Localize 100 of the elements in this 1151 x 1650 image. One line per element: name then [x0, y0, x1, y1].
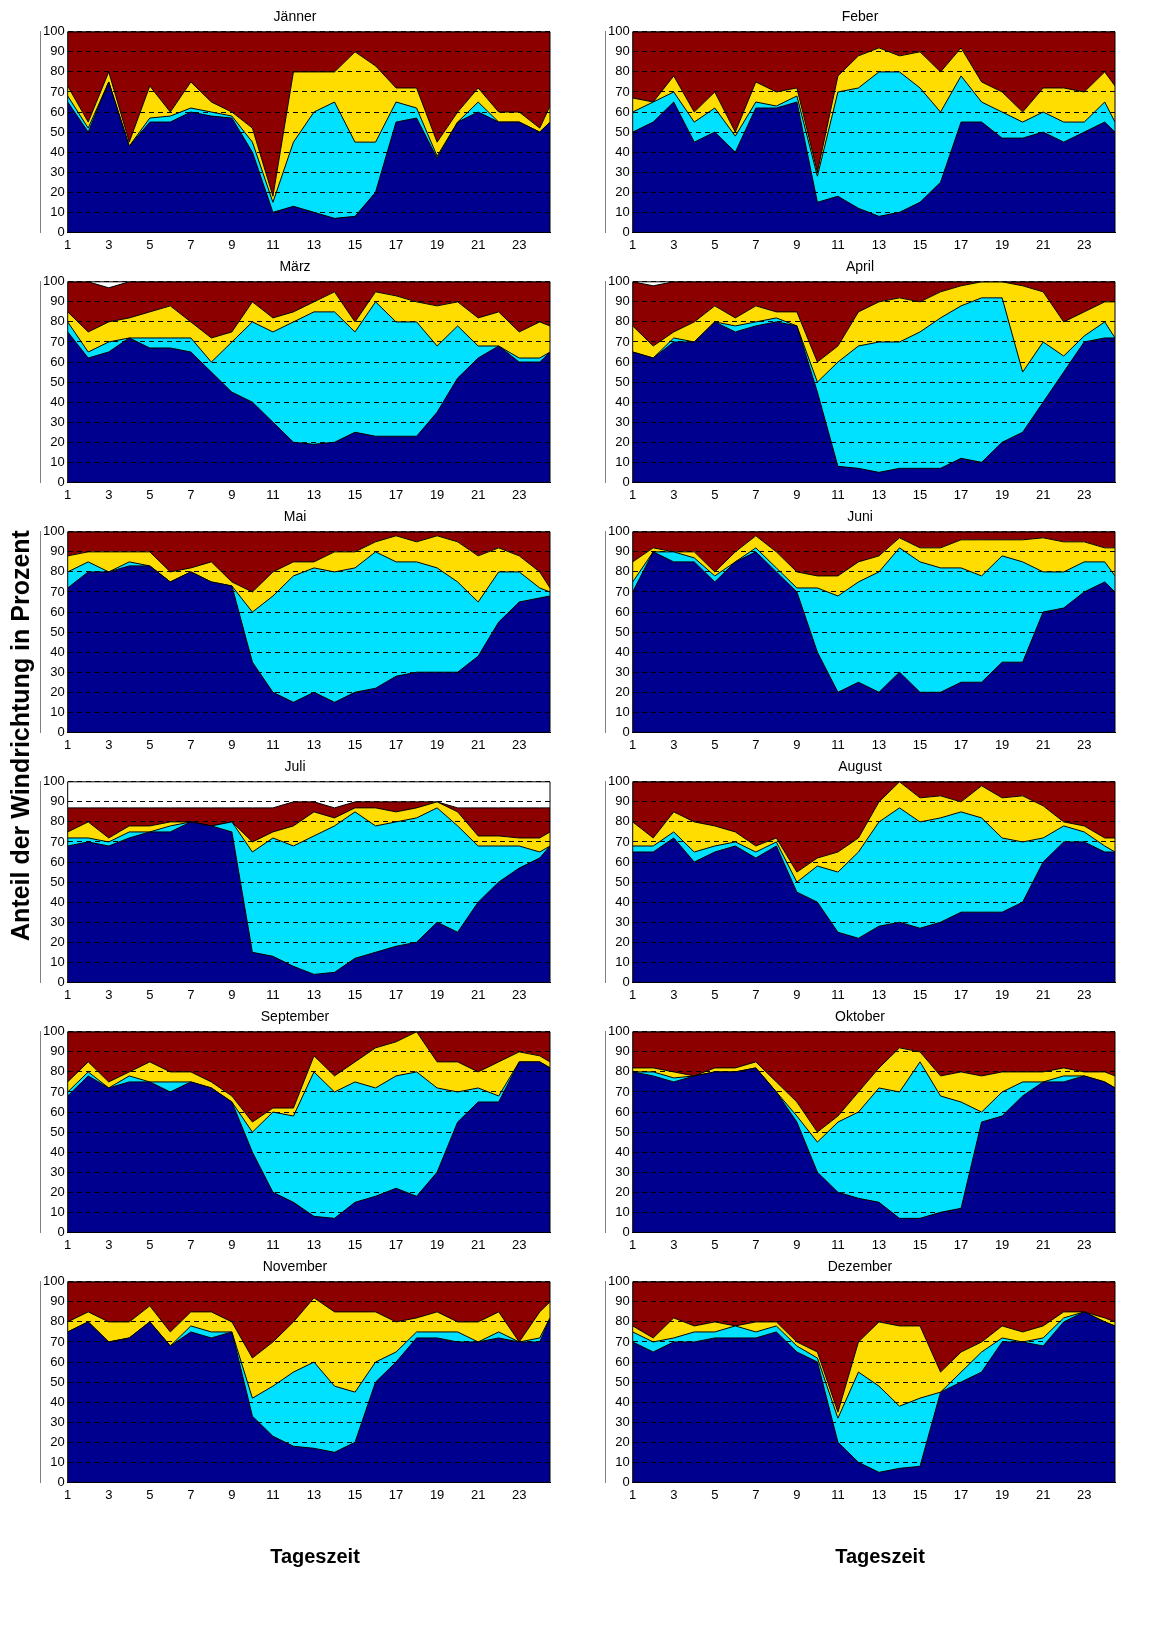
x-tick-label: 19	[994, 1486, 1010, 1502]
x-tick-label: 7	[752, 236, 760, 252]
y-tick-label: 60	[50, 353, 65, 369]
y-tick-label: 80	[50, 813, 65, 829]
x-tick-label: 5	[146, 1236, 154, 1252]
x-tick-label: 3	[105, 986, 113, 1002]
x-tick-label: 17	[953, 736, 969, 752]
x-tick-label: 5	[711, 736, 719, 752]
y-tick-label: 100	[607, 1023, 630, 1039]
y-tick-label: 100	[42, 1023, 65, 1039]
x-tick-label: 19	[994, 736, 1010, 752]
y-tick-label: 100	[607, 1273, 630, 1289]
x-tick-label: 5	[146, 986, 154, 1002]
x-tick-label: 3	[670, 486, 678, 502]
y-tick-label: 100	[607, 523, 630, 539]
x-tick-label: 1	[64, 1236, 72, 1252]
x-tick-label: 19	[994, 236, 1010, 252]
x-tick-label: 9	[228, 1236, 236, 1252]
y-tick-label: 90	[615, 43, 630, 59]
y-tick-label: 30	[50, 413, 65, 429]
y-tick-label: 40	[615, 643, 630, 659]
y-tick-label: 60	[615, 853, 630, 869]
y-tick-label: 0	[57, 1473, 65, 1489]
x-tick-label: 15	[347, 1236, 363, 1252]
y-tick-label: 70	[50, 333, 65, 349]
x-tick-label: 13	[871, 1486, 887, 1502]
x-tick-label: 13	[306, 1486, 322, 1502]
y-tick-label: 60	[615, 353, 630, 369]
y-tick-label: 80	[50, 1313, 65, 1329]
x-tick-label: 9	[793, 736, 801, 752]
x-tick-label: 13	[871, 1236, 887, 1252]
x-tick-label: 3	[105, 736, 113, 752]
y-tick-label: 10	[50, 203, 65, 219]
x-tick-label: 21	[1035, 1486, 1051, 1502]
y-tick-label: 90	[615, 793, 630, 809]
x-tick-label: 13	[306, 486, 322, 502]
y-tick-label: 60	[50, 1353, 65, 1369]
x-tick-label: 1	[629, 236, 637, 252]
y-tick-label: 80	[615, 63, 630, 79]
x-tick-label: 11	[266, 486, 280, 502]
y-tick-label: 30	[50, 1413, 65, 1429]
x-tick-label: 9	[228, 236, 236, 252]
x-tick-label: 7	[752, 736, 760, 752]
y-tick-label: 80	[50, 63, 65, 79]
x-tick-label: 7	[187, 1236, 195, 1252]
x-tick-label: 13	[871, 986, 887, 1002]
x-tick-label: 23	[511, 736, 527, 752]
y-tick-label: 70	[50, 1333, 65, 1349]
x-tick-label: 1	[64, 486, 72, 502]
x-tick-label: 11	[831, 1236, 845, 1252]
y-tick-label: 50	[50, 1123, 65, 1139]
x-tick-label: 9	[793, 486, 801, 502]
x-tick-label: 15	[912, 986, 928, 1002]
y-tick-label: 70	[615, 1333, 630, 1349]
y-tick-label: 100	[42, 23, 65, 39]
x-tick-label: 7	[187, 736, 195, 752]
x-tick-label: 3	[670, 1486, 678, 1502]
x-tick-label: 19	[429, 1236, 445, 1252]
y-tick-label: 60	[615, 1103, 630, 1119]
y-tick-label: 50	[615, 123, 630, 139]
x-tick-label: 11	[266, 1236, 280, 1252]
x-tick-label: 19	[429, 236, 445, 252]
x-tick-label: 7	[187, 986, 195, 1002]
y-tick-label: 70	[50, 1083, 65, 1099]
x-tick-label: 21	[1035, 486, 1051, 502]
x-tick-label: 23	[1076, 736, 1092, 752]
y-tick-label: 50	[50, 623, 65, 639]
y-tick-label: 50	[615, 1123, 630, 1139]
y-tick-label: 80	[615, 1063, 630, 1079]
y-tick-label: 30	[615, 663, 630, 679]
x-tick-label: 13	[306, 1236, 322, 1252]
x-tick-label: 5	[711, 236, 719, 252]
x-tick-label: 11	[831, 736, 845, 752]
x-tick-label: 7	[752, 986, 760, 1002]
y-tick-label: 60	[615, 603, 630, 619]
x-tick-label: 11	[266, 1486, 280, 1502]
y-tick-label: 100	[607, 23, 630, 39]
x-tick-label: 3	[670, 236, 678, 252]
y-tick-label: 60	[50, 1103, 65, 1119]
y-tick-label: 80	[615, 813, 630, 829]
y-tick-label: 90	[615, 293, 630, 309]
x-tick-label: 5	[711, 1486, 719, 1502]
chart-title: Feber	[841, 8, 879, 25]
x-tick-label: 21	[1035, 736, 1051, 752]
y-tick-label: 10	[615, 453, 630, 469]
x-tick-label: 9	[228, 1486, 236, 1502]
x-tick-label: 5	[146, 736, 154, 752]
x-tick-label: 23	[511, 1236, 527, 1252]
y-tick-label: 80	[615, 313, 630, 329]
y-tick-label: 90	[50, 793, 65, 809]
x-tick-label: 19	[429, 986, 445, 1002]
x-tick-label: 3	[670, 736, 678, 752]
x-tick-label: 15	[347, 236, 363, 252]
y-tick-label: 50	[615, 873, 630, 889]
x-tick-label: 13	[306, 736, 322, 752]
x-tick-label: 21	[1035, 986, 1051, 1002]
y-tick-label: 50	[615, 373, 630, 389]
y-tick-label: 30	[50, 913, 65, 929]
x-tick-label: 7	[752, 1236, 760, 1252]
y-tick-label: 20	[615, 933, 630, 949]
